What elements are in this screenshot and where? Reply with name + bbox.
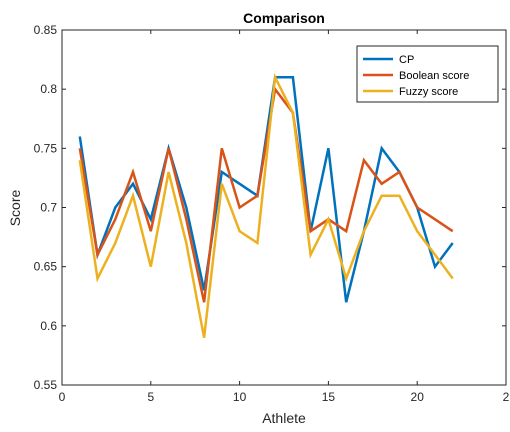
legend-label-cp: CP	[399, 54, 414, 66]
y-tick-label: 0.7	[40, 201, 57, 215]
y-tick-label: 0.8	[40, 82, 57, 96]
x-tick-label: 0	[59, 390, 66, 404]
x-tick-label: 5	[147, 390, 154, 404]
chart-title: Comparison	[243, 10, 325, 26]
legend-label-boolean-score: Boolean score	[399, 70, 469, 82]
y-tick-label: 0.75	[34, 141, 58, 155]
x-tick-label: 10	[233, 390, 247, 404]
x-tick-label: 15	[322, 390, 336, 404]
legend-label-fuzzy-score: Fuzzy score	[399, 86, 458, 98]
y-tick-label: 0.65	[34, 260, 58, 274]
series-line-fuzzy-score	[78, 72, 454, 338]
series-line-boolean-score	[78, 86, 454, 303]
series-layer	[78, 72, 454, 338]
axes-layer: 0 5 10 15 20 2 0.55 0.6 0.65 0.7 0.75 0.8 0.85	[34, 23, 510, 404]
x-tick-label: 2	[503, 390, 510, 404]
y-axis-label: Score	[7, 190, 23, 227]
x-tick-label: 20	[411, 390, 425, 404]
y-tick-label: 0.6	[40, 319, 57, 333]
y-tick-label: 0.55	[34, 378, 58, 392]
x-axis-label: Athlete	[262, 410, 306, 426]
y-tick-label: 0.85	[34, 23, 58, 37]
legend: CP Boolean score Fuzzy score	[356, 45, 499, 103]
